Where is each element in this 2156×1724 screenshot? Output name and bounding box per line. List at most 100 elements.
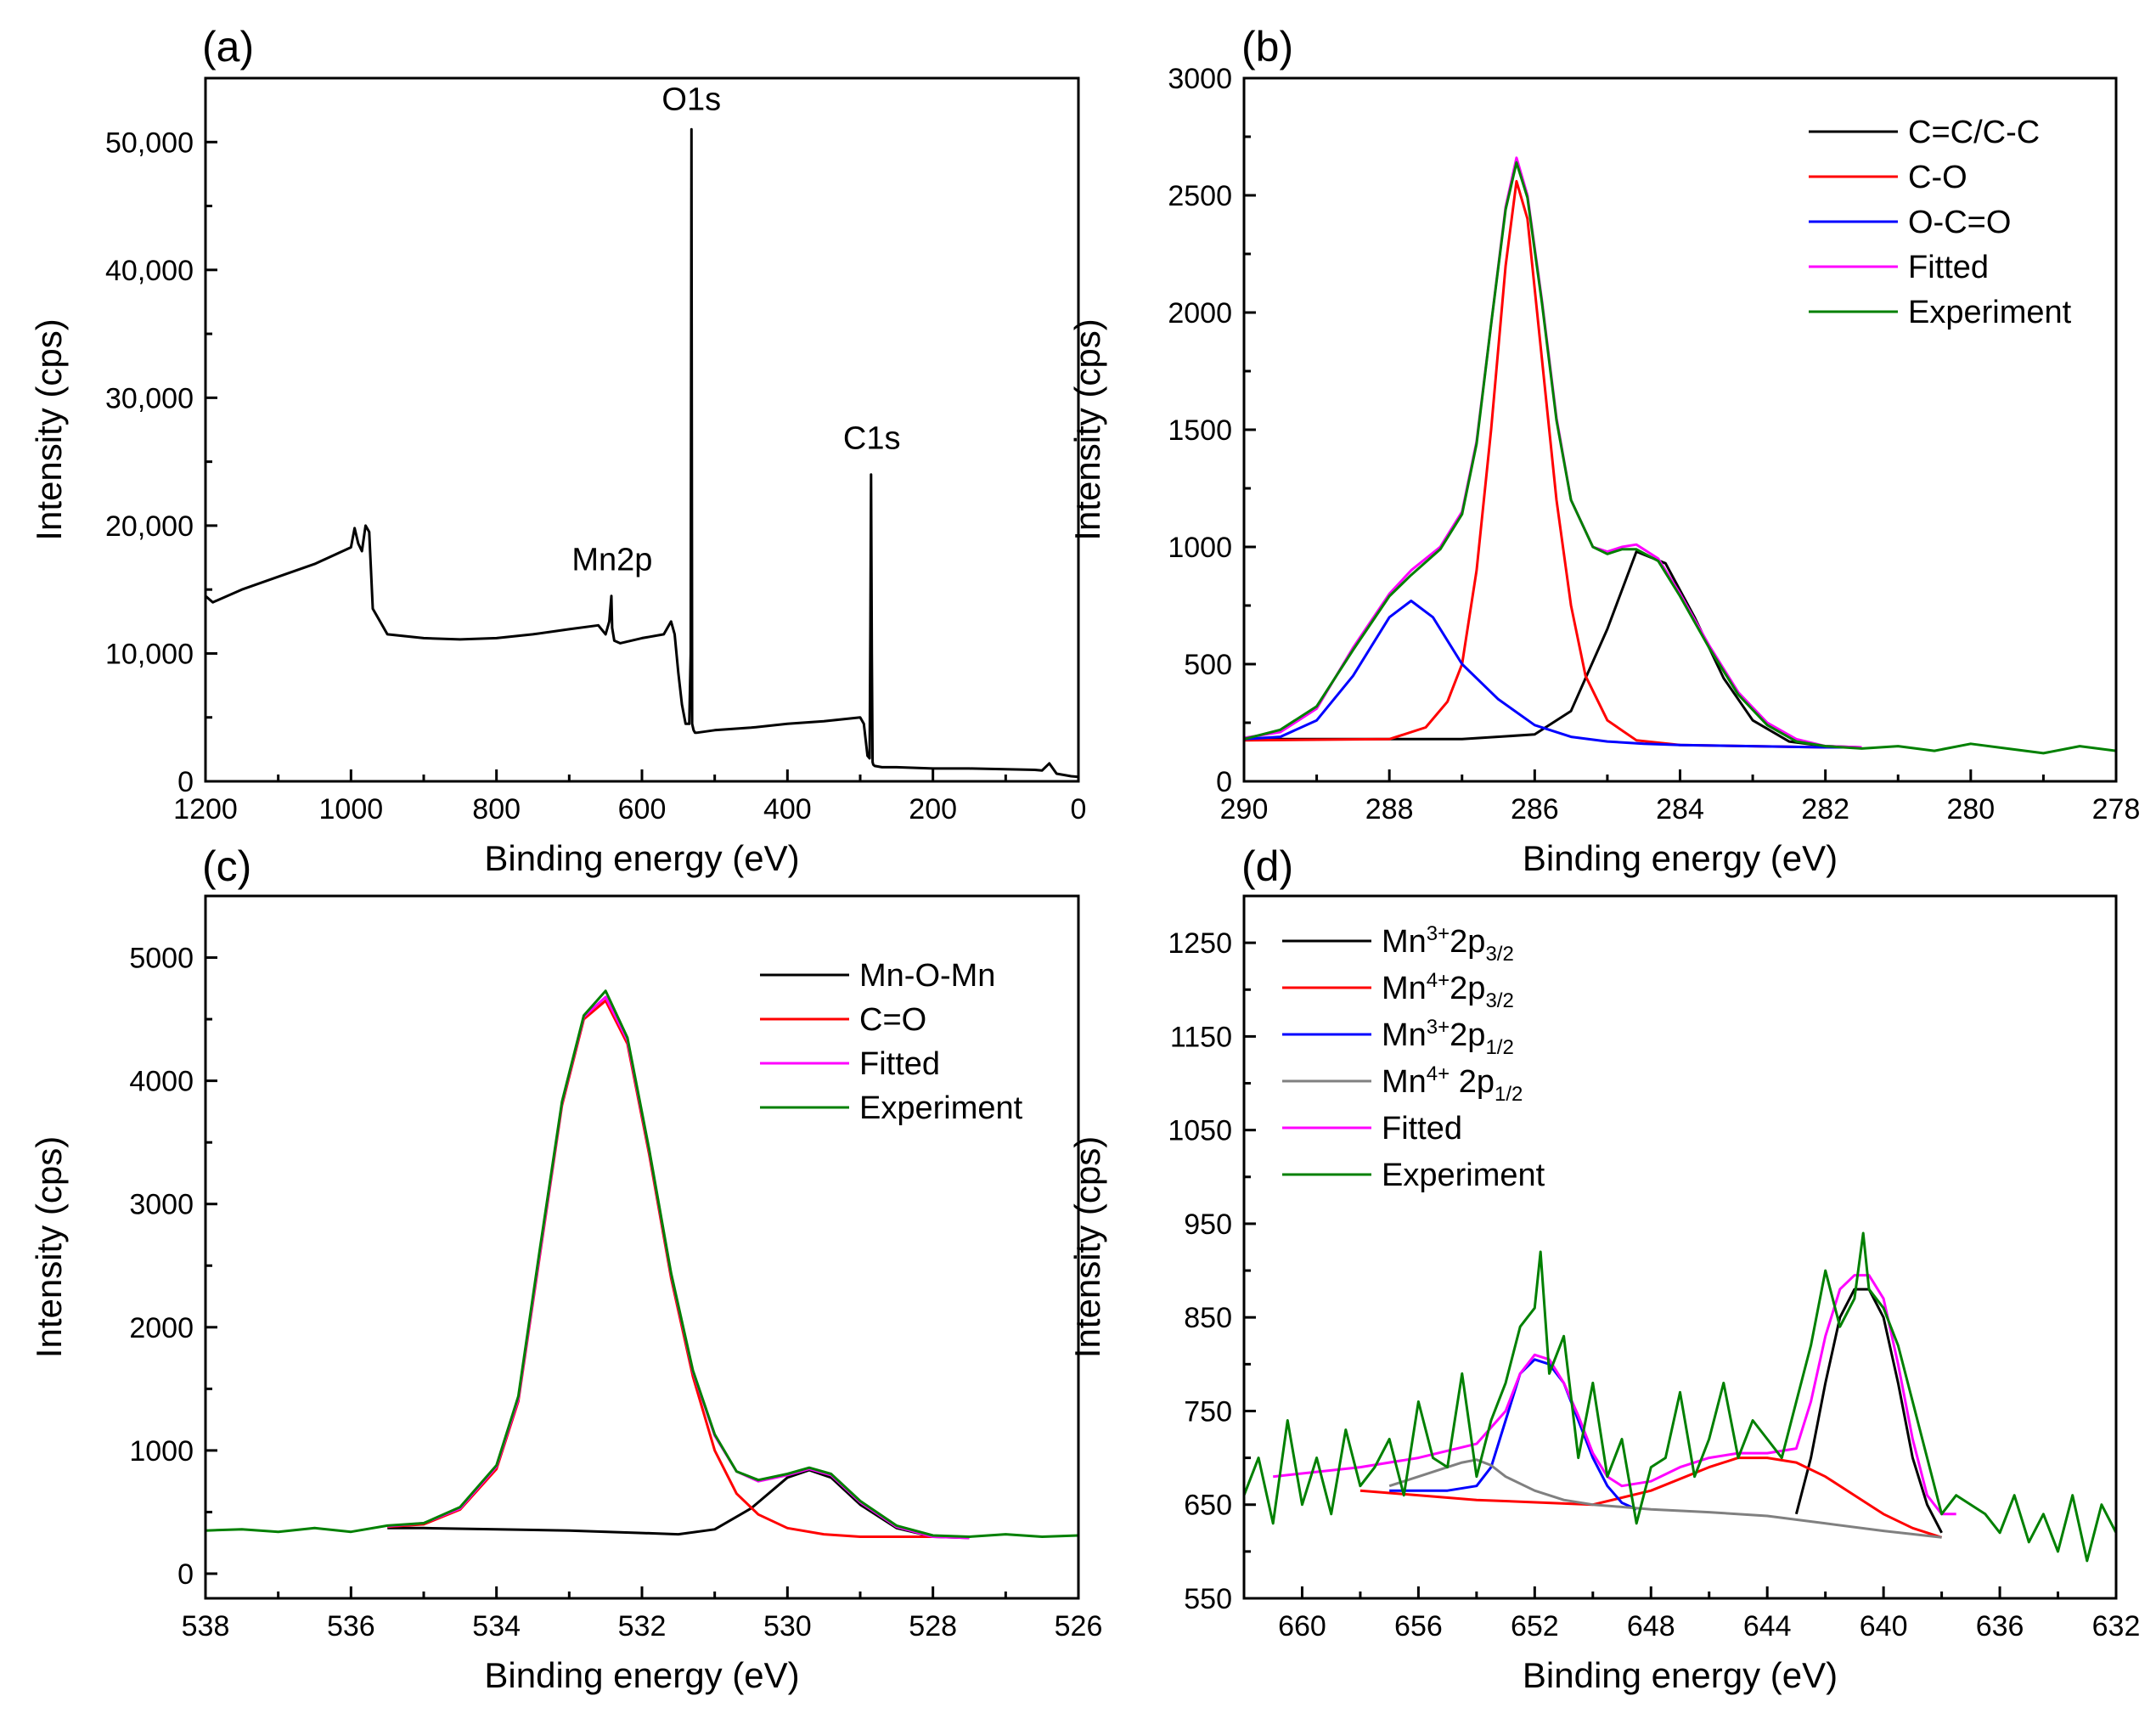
- series-line-4: [1244, 156, 1862, 749]
- legend-label: O-C=O: [1908, 205, 2011, 240]
- y-tick-label: 50,000: [105, 127, 194, 159]
- x-tick-label: 536: [327, 1610, 375, 1642]
- panel-4: 660 656 652 648 644 640 636 632 550 650 750 850 950 1…: [1067, 842, 2140, 1695]
- series-line-5: [1244, 161, 2116, 755]
- legend-label: Mn-O-Mn: [859, 958, 995, 994]
- y-tick-label: 3000: [1168, 63, 1232, 95]
- plot-frame: [204, 76, 1080, 783]
- y-axis-label: Intensity (cps): [29, 318, 69, 540]
- y-tick-label: 20,000: [105, 510, 194, 543]
- panel-label: (a): [202, 23, 254, 70]
- x-tick-label: 400: [763, 793, 812, 825]
- series-line-4: [1388, 1458, 1942, 1539]
- x-axis-label: Binding energy (eV): [1523, 1655, 1838, 1695]
- y-tick-label: 750: [1184, 1395, 1232, 1428]
- legend-label: Fitted: [859, 1046, 940, 1082]
- series-line-6: [1244, 1231, 2116, 1563]
- series-line-3: [1244, 600, 1862, 749]
- x-tick-label: 538: [182, 1610, 230, 1642]
- y-tick-label: 1000: [129, 1435, 194, 1468]
- peak-label: C1s: [843, 421, 901, 457]
- x-tick-label: 284: [1656, 793, 1704, 825]
- x-tick-label: 286: [1511, 793, 1559, 825]
- legend-label: C=O: [859, 1002, 926, 1038]
- x-axis-label: Binding energy (eV): [1523, 838, 1838, 878]
- legend-label: C=C/C-C: [1908, 115, 2040, 150]
- y-tick-label: 3000: [129, 1189, 194, 1221]
- y-tick-label: 950: [1184, 1208, 1232, 1241]
- series-line-1: [387, 1468, 970, 1540]
- x-tick-label: 526: [1055, 1610, 1103, 1642]
- legend-label: Mn3+2p3/2: [1382, 922, 1514, 966]
- x-tick-label: 280: [1946, 793, 1995, 825]
- x-tick-label: 800: [472, 793, 521, 825]
- x-axis-label: Binding energy (eV): [484, 1655, 799, 1695]
- x-tick-label: 534: [472, 1610, 521, 1642]
- panel-label: (d): [1241, 842, 1293, 890]
- y-axis-label: Intensity (cps): [29, 1136, 69, 1358]
- y-tick-label: 40,000: [105, 255, 194, 287]
- y-axis-label: Intensity (cps): [1067, 318, 1107, 540]
- y-tick-label: 1000: [1168, 532, 1232, 564]
- x-tick-label: 652: [1511, 1610, 1559, 1642]
- y-tick-label: 500: [1184, 649, 1232, 681]
- plot-frame: [204, 894, 1080, 1600]
- x-tick-label: 656: [1394, 1610, 1443, 1642]
- x-tick-label: 0: [1071, 793, 1087, 825]
- legend-label: Experiment: [1908, 295, 2072, 330]
- y-tick-label: 0: [1216, 766, 1232, 798]
- peak-label: Mn2p: [571, 543, 652, 578]
- y-tick-label: 5000: [129, 943, 194, 975]
- panel-label: (b): [1241, 23, 1293, 70]
- x-tick-label: 640: [1860, 1610, 1908, 1642]
- y-tick-label: 0: [177, 1558, 194, 1591]
- legend-label: Mn4+2p3/2: [1382, 969, 1514, 1012]
- series-line-1: [1794, 1287, 1943, 1534]
- legend-label: Mn3+2p1/2: [1382, 1016, 1514, 1059]
- x-tick-label: 600: [618, 793, 667, 825]
- panel-1: 1200 1000 800 600 400 200 0 0 10,000 20,000 30,000…: [29, 23, 1086, 878]
- legend-label: Fitted: [1382, 1111, 1462, 1147]
- legend-label: C-O: [1908, 160, 1967, 195]
- x-tick-label: 290: [1220, 793, 1269, 825]
- x-tick-label: 282: [1801, 793, 1849, 825]
- x-tick-label: 530: [763, 1610, 812, 1642]
- y-tick-label: 1250: [1168, 927, 1232, 960]
- series-line-1: [205, 127, 1078, 779]
- x-tick-label: 278: [2092, 793, 2141, 825]
- x-tick-label: 632: [2092, 1610, 2141, 1642]
- x-axis-label: Binding energy (eV): [484, 838, 799, 878]
- x-tick-label: 200: [909, 793, 957, 825]
- series-line-2: [1244, 179, 1862, 749]
- y-tick-label: 2500: [1168, 180, 1232, 212]
- y-tick-label: 850: [1184, 1302, 1232, 1334]
- legend-label: Experiment: [1382, 1158, 1545, 1193]
- x-tick-label: 288: [1365, 793, 1414, 825]
- y-tick-label: 2000: [1168, 297, 1232, 330]
- legend-label: Fitted: [1908, 250, 1989, 285]
- y-tick-label: 10,000: [105, 638, 194, 670]
- panel-3: 538 536 534 532 530 528 526 0 1000 2000 3000 4000 50…: [29, 842, 1102, 1695]
- x-tick-label: 1000: [319, 793, 384, 825]
- series-line-1: [1244, 550, 1862, 749]
- series-line-5: [1273, 1274, 1956, 1516]
- y-axis-label: Intensity (cps): [1067, 1136, 1107, 1358]
- plot-frame: [1242, 76, 2118, 783]
- peak-label: O1s: [661, 82, 721, 118]
- series-line-4: [205, 989, 1078, 1538]
- y-tick-label: 1500: [1168, 414, 1232, 447]
- y-tick-label: 30,000: [105, 382, 194, 414]
- y-tick-label: 4000: [129, 1066, 194, 1098]
- x-tick-label: 528: [909, 1610, 957, 1642]
- x-tick-label: 1200: [173, 793, 238, 825]
- y-tick-label: 1150: [1170, 1021, 1232, 1053]
- y-tick-label: 2000: [129, 1312, 194, 1344]
- x-tick-label: 648: [1627, 1610, 1675, 1642]
- legend-label: Mn4+ 2p1/2: [1382, 1062, 1523, 1106]
- y-tick-label: 0: [177, 766, 194, 798]
- panel-2: 290 288 286 284 282 280 278 0 500 1000 1500 2000 250…: [1067, 23, 2140, 878]
- legend-label: Experiment: [859, 1090, 1023, 1126]
- series-line-3: [1389, 1358, 1637, 1511]
- plot-frame: [1242, 894, 2118, 1600]
